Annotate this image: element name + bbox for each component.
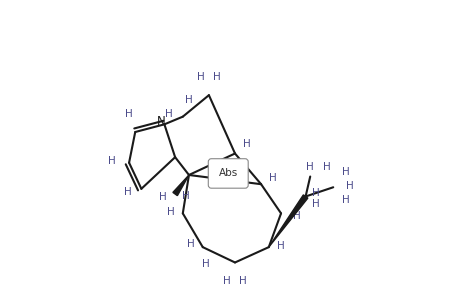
Text: H: H	[159, 192, 167, 202]
Text: H: H	[165, 109, 173, 119]
Text: H: H	[213, 72, 220, 82]
Polygon shape	[269, 195, 308, 247]
Text: N: N	[157, 115, 166, 128]
Text: H: H	[346, 181, 354, 191]
Text: H: H	[243, 139, 251, 149]
Text: H: H	[187, 239, 195, 249]
Text: H: H	[239, 276, 247, 286]
Text: H: H	[124, 187, 132, 197]
Text: H: H	[108, 156, 116, 166]
Text: H: H	[277, 241, 285, 251]
Text: Abs: Abs	[219, 169, 238, 178]
Text: H: H	[182, 192, 190, 201]
Text: H: H	[342, 195, 349, 204]
Text: H: H	[202, 259, 210, 269]
Text: H: H	[313, 199, 320, 209]
Text: H: H	[185, 95, 193, 105]
Text: H: H	[125, 109, 133, 119]
Text: H: H	[292, 212, 300, 221]
Text: H: H	[306, 162, 314, 172]
Text: H: H	[342, 167, 349, 177]
Text: H: H	[167, 207, 174, 217]
FancyBboxPatch shape	[208, 159, 248, 188]
Text: H: H	[323, 162, 331, 172]
Text: H: H	[197, 72, 205, 82]
Text: H: H	[223, 276, 231, 286]
Polygon shape	[173, 175, 189, 196]
Text: H: H	[313, 188, 320, 198]
Text: H: H	[269, 173, 277, 183]
